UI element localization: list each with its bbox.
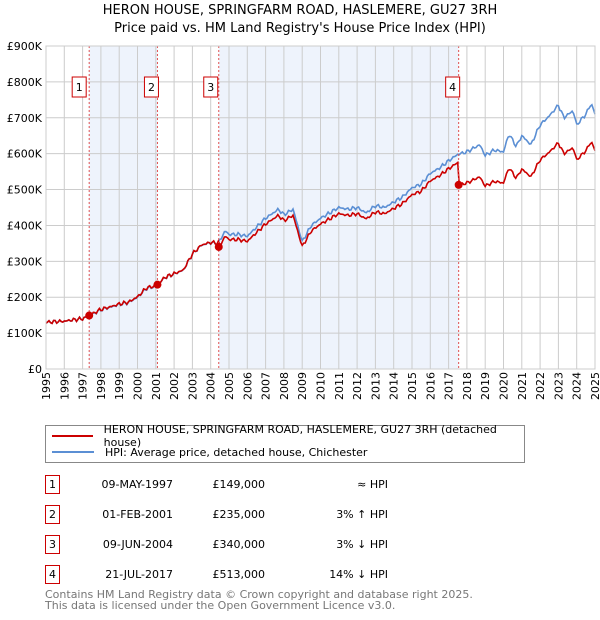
x-tick-label: 2023: [552, 372, 565, 400]
sale-row: 4 21-JUL-2017 £513,000 14% ↓ HPI: [45, 565, 405, 585]
x-tick-label: 2011: [333, 372, 346, 400]
chart-subtitle: Price paid vs. HM Land Registry's House …: [114, 21, 486, 36]
x-tick-label: 2021: [516, 372, 529, 400]
y-tick-label: £400K: [7, 219, 43, 232]
sale-point: [153, 280, 162, 289]
sale-hpi-comparison: 3% ↓ HPI: [336, 538, 388, 551]
footer-licence: This data is licensed under the Open Gov…: [45, 599, 396, 612]
sale-price: £513,000: [212, 568, 266, 581]
y-tick-label: £300K: [7, 255, 43, 268]
x-tick-label: 1998: [95, 372, 108, 400]
sale-number-box: [203, 76, 219, 98]
sale-hpi-comparison: 3% ↑ HPI: [336, 508, 388, 521]
x-tick-label: 2015: [406, 372, 419, 400]
sale-point: [85, 311, 94, 320]
x-tick-label: 2006: [241, 372, 254, 400]
price-line: [45, 141, 596, 325]
sale-price: £149,000: [212, 478, 266, 491]
x-tick-label: 2024: [571, 372, 584, 400]
chart-title: HERON HOUSE, SPRINGFARM ROAD, HASLEMERE,…: [102, 3, 498, 18]
sale-point: [454, 180, 463, 189]
y-tick-label: £800K: [7, 76, 43, 89]
x-tick-label: 2001: [150, 372, 163, 400]
x-tick-label: 2002: [168, 372, 181, 400]
price-legend-swatch: [52, 435, 93, 437]
y-tick-label: £200K: [7, 291, 43, 304]
sale-number-label: 4: [449, 81, 456, 94]
sale-number-label: 2: [148, 81, 155, 94]
x-tick-label: 2007: [260, 372, 273, 400]
sale-number-box: [445, 76, 461, 98]
x-tick-label: 2019: [479, 372, 492, 400]
x-tick-label: 2018: [461, 372, 474, 400]
x-tick-label: 2017: [443, 372, 456, 400]
sale-point: [214, 242, 223, 251]
x-tick-label: 2003: [186, 372, 199, 400]
x-tick-label: 2025: [589, 372, 600, 400]
x-tick-label: 2010: [315, 372, 328, 400]
sale-badge: 4: [45, 565, 60, 584]
x-tick-label: 2016: [424, 372, 437, 400]
x-tick-label: 2000: [132, 372, 145, 400]
sale-number-label: 3: [207, 81, 214, 94]
footer-copyright: Contains HM Land Registry data © Crown c…: [45, 588, 473, 601]
plot-frame: [45, 45, 596, 370]
hpi-legend-swatch: [52, 451, 94, 453]
y-tick-label: £700K: [7, 112, 43, 125]
price-chart: 1995 1996 1997 1998 1999 2000 2001 2002 2003 2004…: [7, 40, 600, 400]
sale-badge: 1: [45, 475, 60, 494]
y-tick-label: £100K: [7, 327, 43, 340]
x-tick-label: 2005: [223, 372, 236, 400]
price-legend-label: HERON HOUSE, SPRINGFARM ROAD, HASLEMERE,…: [103, 423, 497, 449]
sale-price: £235,000: [212, 508, 266, 521]
x-tick-label: 2022: [534, 372, 547, 400]
y-tick-label: £600K: [7, 148, 43, 161]
x-tick-label: 2013: [369, 372, 382, 400]
x-tick-label: 2012: [351, 372, 364, 400]
y-tick-label: £900K: [7, 40, 43, 53]
x-tick-label: 2009: [296, 372, 309, 400]
hpi-legend-label: HPI: Average price, detached house, Chic…: [105, 445, 368, 459]
legend: HERON HOUSE, SPRINGFARM ROAD, HASLEMERE,…: [45, 423, 525, 463]
sale-row: 1 09-MAY-1997 £149,000 ≈ HPI: [45, 475, 405, 495]
sale-hpi-comparison: ≈ HPI: [357, 478, 388, 491]
x-tick-label: 1999: [113, 372, 126, 400]
x-tick-label: 2014: [388, 372, 401, 400]
x-tick-label: 1997: [77, 372, 90, 400]
x-tick-label: 1995: [40, 372, 53, 400]
x-tick-label: 1996: [58, 372, 71, 400]
sale-number-box: [143, 76, 159, 98]
sale-number-box: [71, 76, 87, 98]
x-tick-label: 2004: [205, 372, 218, 400]
footer: Contains HM Land Registry data © Crown c…: [45, 589, 473, 611]
sale-date: 21-JUL-2017: [105, 568, 173, 581]
sale-row: 3 09-JUN-2004 £340,000 3% ↓ HPI: [45, 535, 405, 555]
sale-date: 01-FEB-2001: [102, 508, 173, 521]
sale-date: 09-JUN-2004: [102, 538, 173, 551]
y-tick-label: £500K: [7, 184, 43, 197]
x-tick-label: 2008: [278, 372, 291, 400]
sale-number-label: 1: [76, 81, 83, 94]
y-tick-label: £0: [28, 363, 42, 376]
sale-badge: 2: [45, 505, 60, 524]
x-tick-label: 2020: [498, 372, 511, 400]
sale-price: £340,000: [212, 538, 266, 551]
sale-badge: 3: [45, 535, 60, 554]
sale-hpi-comparison: 14% ↓ HPI: [329, 568, 388, 581]
sale-row: 2 01-FEB-2001 £235,000 3% ↑ HPI: [45, 505, 405, 525]
sale-date: 09-MAY-1997: [101, 478, 173, 491]
